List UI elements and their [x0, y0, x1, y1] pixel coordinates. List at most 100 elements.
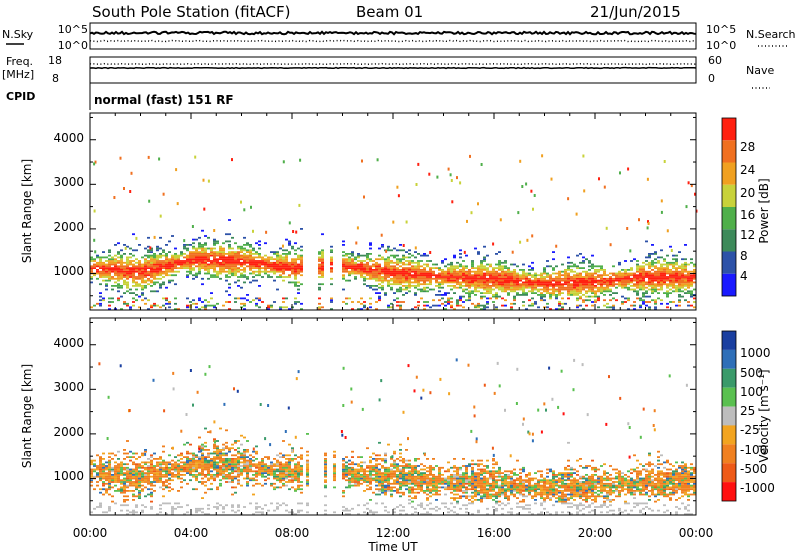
- heatmap-cell: [465, 299, 468, 302]
- heatmap-cell: [123, 458, 126, 460]
- heatmap-cell: [99, 267, 102, 269]
- heatmap-cell: [381, 459, 384, 462]
- heatmap-cell: [126, 263, 129, 266]
- heatmap-cell: [636, 269, 639, 271]
- heatmap-cell: [126, 509, 129, 512]
- heatmap-cell: [396, 274, 399, 277]
- heatmap-cell: [147, 466, 150, 469]
- heatmap-cell: [450, 297, 453, 300]
- heatmap-cell: [429, 502, 432, 505]
- heatmap-cell: [621, 301, 624, 303]
- heatmap-cell: [369, 302, 372, 305]
- heatmap-cell: [201, 249, 204, 252]
- heatmap-cell: [207, 513, 210, 515]
- heatmap-cell: [291, 265, 294, 268]
- heatmap-cell: [543, 286, 546, 289]
- heatmap-cell: [630, 274, 633, 277]
- heatmap-cell: [648, 295, 651, 298]
- heatmap-cell: [462, 265, 465, 268]
- heatmap-cell: [399, 484, 402, 487]
- heatmap-cell: [594, 290, 597, 293]
- heatmap-cell: [393, 472, 396, 474]
- heatmap-cell: [417, 486, 420, 489]
- heatmap-cell: [438, 277, 441, 280]
- heatmap-cell: [189, 465, 192, 467]
- heatmap-cell: [549, 295, 552, 298]
- heatmap-cell: [279, 479, 282, 482]
- heatmap-cell: [372, 288, 375, 291]
- heatmap-cell: [243, 477, 246, 480]
- heatmap-cell: [666, 269, 669, 271]
- heatmap-cell: [447, 301, 450, 303]
- cpid-label: CPID: [6, 90, 35, 103]
- heatmap-cell: [486, 270, 489, 273]
- heatmap-cell: [144, 269, 147, 271]
- heatmap-cell: [150, 456, 153, 458]
- heatmap-cell: [189, 466, 192, 469]
- heatmap-cell: [261, 474, 264, 476]
- heatmap-cell: [573, 285, 576, 287]
- heatmap-cell: [387, 245, 390, 248]
- heatmap-cell: [627, 277, 630, 280]
- heatmap-cell: [234, 511, 237, 514]
- heatmap-cell: [174, 470, 177, 473]
- heatmap-cell: [375, 466, 378, 469]
- heatmap-cell: [177, 258, 180, 261]
- heatmap-cell: [492, 301, 495, 303]
- heatmap-cell: [204, 461, 207, 464]
- heatmap-cell: [363, 490, 366, 492]
- heatmap-cell: [198, 465, 201, 467]
- heatmap-cell: [252, 263, 255, 266]
- heatmap-cell: [384, 279, 387, 282]
- heatmap-cell: [297, 477, 300, 480]
- heatmap-cell: [636, 286, 639, 289]
- heatmap-cell: [219, 470, 222, 473]
- heatmap-cell: [243, 256, 246, 259]
- heatmap-cell: [108, 481, 111, 483]
- heatmap-cell: [657, 285, 660, 287]
- heatmap-cell: [261, 256, 264, 259]
- heatmap-cell: [642, 301, 645, 303]
- heatmap-cell: [270, 269, 273, 271]
- heatmap-cell: [483, 265, 486, 268]
- heatmap-cell: [333, 477, 336, 480]
- heatmap-cell: [378, 484, 381, 487]
- heatmap-cell: [549, 308, 552, 310]
- heatmap-cell: [534, 285, 537, 287]
- heatmap-cell: [180, 465, 183, 467]
- heatmap-cell: [612, 306, 615, 309]
- heatmap-cell: [519, 294, 522, 296]
- heatmap-cell: [126, 269, 129, 271]
- heatmap-cell: [237, 279, 240, 282]
- heatmap-cell: [105, 285, 108, 287]
- heatmap-cell: [354, 484, 357, 487]
- heatmap-cell: [246, 470, 249, 473]
- heatmap-cell: [159, 274, 162, 277]
- heatmap-cell: [531, 267, 534, 269]
- heatmap-cell: [342, 288, 345, 291]
- heatmap-cell: [402, 269, 405, 271]
- heatmap-cell: [180, 470, 183, 473]
- heatmap-cell: [306, 475, 309, 478]
- heatmap-cell: [651, 261, 654, 264]
- heatmap-cell: [624, 279, 627, 282]
- heatmap-cell: [642, 267, 645, 269]
- heatmap-cell: [150, 251, 153, 253]
- heatmap-cell: [417, 301, 420, 303]
- heatmap-cell: [282, 440, 285, 442]
- heatmap-cell: [660, 299, 663, 302]
- heatmap-cell: [207, 449, 210, 451]
- heatmap-cell: [198, 269, 201, 271]
- heatmap-cell: [543, 283, 546, 286]
- heatmap-cell: [531, 292, 534, 294]
- heatmap-cell: [609, 276, 612, 278]
- heatmap-cell: [678, 301, 681, 303]
- heatmap-cell: [153, 466, 156, 469]
- heatmap-cell: [261, 463, 264, 466]
- heatmap-cell: [399, 513, 402, 515]
- heatmap-cell: [618, 283, 621, 286]
- heatmap-cell: [201, 254, 204, 257]
- heatmap-cell: [180, 254, 183, 257]
- heatmap-cell: [114, 260, 117, 262]
- heatmap-cell: [180, 267, 183, 269]
